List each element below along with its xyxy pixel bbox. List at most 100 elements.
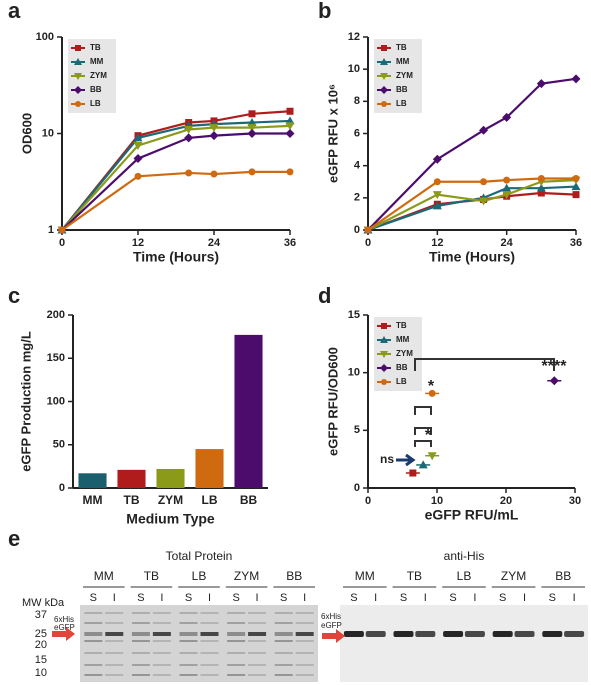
gel-band [152, 652, 171, 654]
sublane-label: I [256, 592, 259, 604]
y-tick-label: 50 [53, 439, 65, 451]
gel-band [564, 631, 585, 637]
gel-band [152, 612, 171, 614]
gel-title: Total Protein [166, 549, 233, 563]
marker [248, 168, 256, 176]
mw-marker: 10 [35, 667, 47, 679]
gel-band [105, 674, 124, 676]
x-tick-label: 10 [431, 495, 443, 507]
marker [549, 376, 559, 386]
annotation: **** [542, 358, 568, 375]
legend-label: TB [396, 321, 407, 330]
sublane-label: S [549, 592, 556, 604]
series-line [367, 179, 577, 231]
x-tick-label: 0 [365, 495, 371, 507]
marker [572, 191, 580, 199]
x-tick-label: 24 [501, 237, 514, 249]
gel-band [131, 632, 150, 636]
bar [156, 468, 185, 488]
marker [380, 351, 388, 358]
marker [58, 226, 66, 234]
gel-band [274, 640, 293, 642]
y-axis-label: eGFP RFU/OD600 [325, 347, 340, 456]
y-axis-label: OD600 [19, 113, 34, 154]
lane-label: BB [286, 569, 302, 583]
marker [184, 133, 194, 143]
gel-band [84, 640, 103, 642]
marker [479, 125, 489, 135]
gel-band [274, 622, 293, 624]
gel-band [200, 632, 219, 636]
y-tick-label: 5 [354, 424, 360, 436]
sublane-label: S [185, 592, 192, 604]
gel-band [274, 664, 293, 666]
bracket [414, 358, 555, 371]
gel-band [131, 674, 150, 676]
sublane-label: S [137, 592, 144, 604]
marker [133, 154, 143, 164]
gel-band [227, 632, 246, 636]
lane-label: MM [94, 569, 114, 583]
y-tick-label: 0 [354, 482, 360, 494]
gel-band [227, 640, 246, 642]
gel-band [248, 674, 267, 676]
series-line [61, 110, 291, 231]
y-axis-label: eGFP RFU x 10⁶ [325, 84, 340, 183]
marker [571, 74, 581, 84]
panel-label: a [8, 0, 21, 23]
series-line [61, 119, 291, 231]
series-line [367, 177, 576, 231]
panel-label: b [318, 0, 331, 23]
gel-band [274, 632, 293, 636]
marker [209, 131, 219, 141]
gel-band [248, 664, 267, 666]
y-tick-label: 10 [348, 63, 360, 75]
marker [428, 389, 436, 397]
gel-band [131, 664, 150, 666]
gel-title: anti-His [444, 549, 485, 563]
marker [409, 469, 417, 477]
gel-band [443, 631, 464, 637]
legend-label: LB [396, 377, 407, 386]
gel-band [415, 631, 436, 637]
sublane-label: S [400, 592, 407, 604]
lane-label: ZYM [234, 569, 259, 583]
marker [480, 178, 488, 186]
gel-band [152, 622, 171, 624]
marker [286, 168, 294, 176]
gel-band [274, 674, 293, 676]
y-tick-label: 150 [47, 352, 65, 364]
series-line [61, 124, 291, 231]
gel-band [84, 612, 103, 614]
gel-band [248, 640, 267, 642]
legend-label: ZYM [90, 71, 107, 80]
arrow [396, 453, 416, 467]
gel-band [131, 622, 150, 624]
legend-label: TB [396, 43, 407, 52]
sublane-label: S [350, 592, 357, 604]
gel-band [274, 652, 293, 654]
series-line [61, 132, 290, 231]
y-tick-label: 8 [354, 95, 360, 107]
gel-band [152, 632, 171, 636]
legend-label: MM [90, 57, 104, 66]
gel-band [295, 622, 314, 624]
annotation: * [428, 378, 435, 395]
x-tick-label: MM [83, 493, 103, 507]
legend-label: MM [396, 57, 410, 66]
marker [432, 201, 442, 210]
y-tick-label: 10 [42, 127, 54, 139]
gel-band [295, 632, 314, 636]
x-axis-label: Time (Hours) [133, 249, 219, 265]
gel-band [227, 674, 246, 676]
x-tick-label: 20 [500, 495, 512, 507]
sublane-label: S [90, 592, 97, 604]
gel-band [542, 631, 563, 637]
gel-band [105, 632, 124, 636]
x-tick-label: 24 [208, 237, 221, 249]
gel-band [492, 631, 513, 637]
gel-band [295, 664, 314, 666]
sublane-label: I [374, 592, 377, 604]
y-tick-label: 100 [47, 395, 65, 407]
